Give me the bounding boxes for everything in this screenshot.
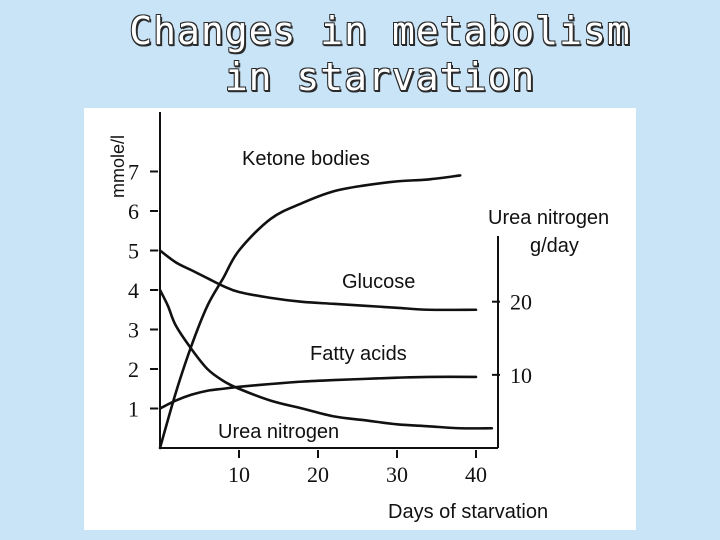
y2-axis-label-line1: Urea nitrogen [488,207,609,229]
x-tick-label: 20 [307,462,329,487]
y2-tick-label: 20 [510,290,532,315]
chart-panel [84,108,636,530]
label-ketone-bodies: Ketone bodies [242,148,370,170]
x-tick-label: 10 [228,462,250,487]
chart-labels: mmole/l Days of starvation Urea nitrogen… [108,135,609,523]
y-tick-label: 5 [128,239,139,264]
label-glucose: Glucose [342,271,415,293]
y2-tick-label: 10 [510,363,532,388]
fatty-acids-line [158,375,478,410]
label-urea-nitrogen: Urea nitrogen [218,421,339,443]
urea-nitrogen-line [158,288,494,430]
label-fatty-acids: Fatty acids [310,343,407,365]
y-tick-label: 7 [128,160,139,185]
y-tick-label: 3 [128,318,139,343]
x-tick-label: 30 [386,462,408,487]
slide-title: Changes in metabolism in starvation [0,8,720,100]
y-tick-label: 4 [128,278,139,303]
y-tick-label: 6 [128,199,139,224]
glucose-line [158,249,478,312]
title-line-1: Changes in metabolism [129,9,631,53]
axes: 1 2 3 4 5 6 7 10 20 30 40 10 20 [128,112,532,487]
ketone-bodies-line [158,174,462,450]
y-tick-label: 1 [128,397,139,422]
series-lines [158,174,494,450]
x-axis-label: Days of starvation [388,501,548,523]
x-tick-label: 40 [465,462,487,487]
title-line-2: in starvation [224,55,536,99]
y-axis-label: mmole/l [108,135,128,198]
y2-axis-label-line2: g/day [530,235,579,257]
y-tick-label: 2 [128,357,139,382]
